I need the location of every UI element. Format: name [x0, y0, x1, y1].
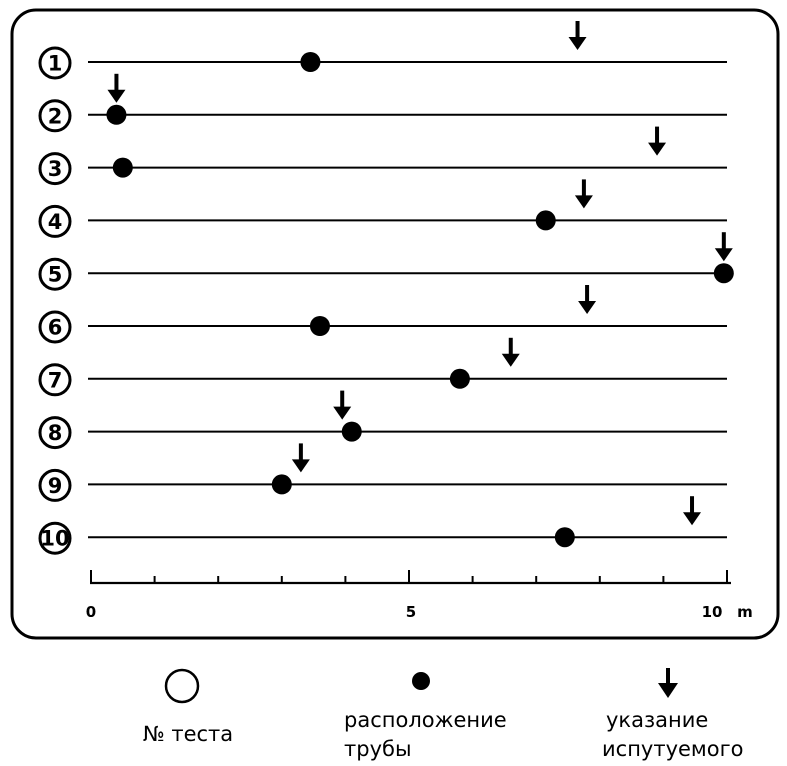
- trial-number-label: 10: [40, 527, 69, 551]
- pointed-location-arrow-6: [578, 285, 597, 314]
- trial-number-circle-icon: [38, 310, 72, 344]
- trial-row-9: 9: [38, 443, 727, 502]
- legend-pipe-label-line-2: трубы: [344, 737, 412, 761]
- legend-trial-circle-icon: [164, 668, 200, 704]
- pointed-location-arrow-4: [574, 179, 593, 209]
- pointed-location-arrow-9: [291, 443, 310, 473]
- pointed-location-arrow-3: [648, 126, 667, 156]
- x-axis-ticks: [90, 570, 728, 584]
- trial-number-circle-icon: [38, 152, 72, 186]
- trial-row-10: 10: [38, 496, 727, 555]
- trial-number-label: 8: [48, 421, 63, 445]
- trial-number-circle-icon: [38, 204, 72, 238]
- x-axis: 0 5 10 m: [86, 570, 753, 621]
- pipe-location-dot-6: [309, 316, 330, 336]
- pipe-location-dot-5: [713, 263, 734, 284]
- legend-trial-label: № теста: [143, 722, 233, 746]
- trial-row-3: 3: [38, 126, 727, 186]
- pointed-location-arrow-10: [683, 496, 702, 526]
- pipe-location-dot-3: [112, 157, 133, 178]
- pipe-location-dot-7: [449, 368, 470, 389]
- pointed-location-arrow-7: [501, 337, 520, 367]
- x-axis-unit: m: [737, 603, 753, 621]
- pipe-location-dot-2: [106, 104, 127, 125]
- legend-pointed-label-line-2: испутуемого: [602, 737, 744, 761]
- trial-row-6: 6: [38, 285, 727, 344]
- trial-number-label: 3: [48, 157, 63, 181]
- pointed-location-arrow-2: [107, 73, 126, 103]
- trial-number-label: 7: [48, 368, 63, 392]
- pointed-location-arrow-8: [333, 390, 352, 420]
- trial-number-label: 6: [48, 316, 63, 340]
- legend-pointed-label-line-1: указание: [606, 708, 708, 732]
- trial-number-circle-icon: [38, 416, 72, 450]
- trial-number-label: 1: [48, 52, 63, 76]
- legend-arrow-icon: [658, 668, 678, 698]
- x-tick-label-0: 0: [86, 603, 96, 621]
- trial-number-circle-icon: [38, 521, 72, 555]
- chart-frame: [10, 8, 780, 640]
- trial-number-circle-icon: [38, 363, 72, 397]
- trial-number-label: 5: [48, 263, 63, 287]
- trial-row-4: 4: [38, 179, 727, 238]
- trial-row-5: 5: [38, 232, 734, 291]
- trial-number-circle-icon: [38, 468, 72, 502]
- pipe-location-dot-9: [271, 474, 292, 495]
- x-tick-label-5: 5: [406, 603, 416, 621]
- pointed-location-arrow-5: [714, 232, 733, 262]
- pointed-location-arrow-1: [568, 21, 587, 50]
- legend-pipe-label-line-1: расположение: [344, 708, 507, 732]
- pipe-location-dot-8: [341, 421, 362, 442]
- trial-number-label: 9: [48, 474, 63, 498]
- x-tick-label-10: 10: [702, 603, 723, 621]
- trial-row-7: 7: [38, 337, 727, 397]
- pipe-location-dot-1: [300, 52, 321, 72]
- trial-row-1: 1: [38, 21, 727, 80]
- trial-row-2: 2: [38, 73, 727, 133]
- legend-pipe-dot-icon: [412, 672, 430, 690]
- pipe-location-dot-10: [554, 527, 575, 548]
- trial-rows: 1 2 3 4 5 6 7 8 9 10: [38, 21, 734, 555]
- trial-number-circle-icon: [38, 46, 72, 80]
- trial-number-circle-icon: [38, 99, 72, 133]
- trial-number-label: 4: [48, 210, 63, 234]
- trial-number-label: 2: [48, 104, 63, 128]
- pipe-location-dot-4: [535, 210, 556, 231]
- legend: № теста расположение трубы указание испу…: [143, 668, 744, 761]
- trial-row-8: 8: [38, 390, 727, 450]
- trial-number-circle-icon: [38, 257, 72, 291]
